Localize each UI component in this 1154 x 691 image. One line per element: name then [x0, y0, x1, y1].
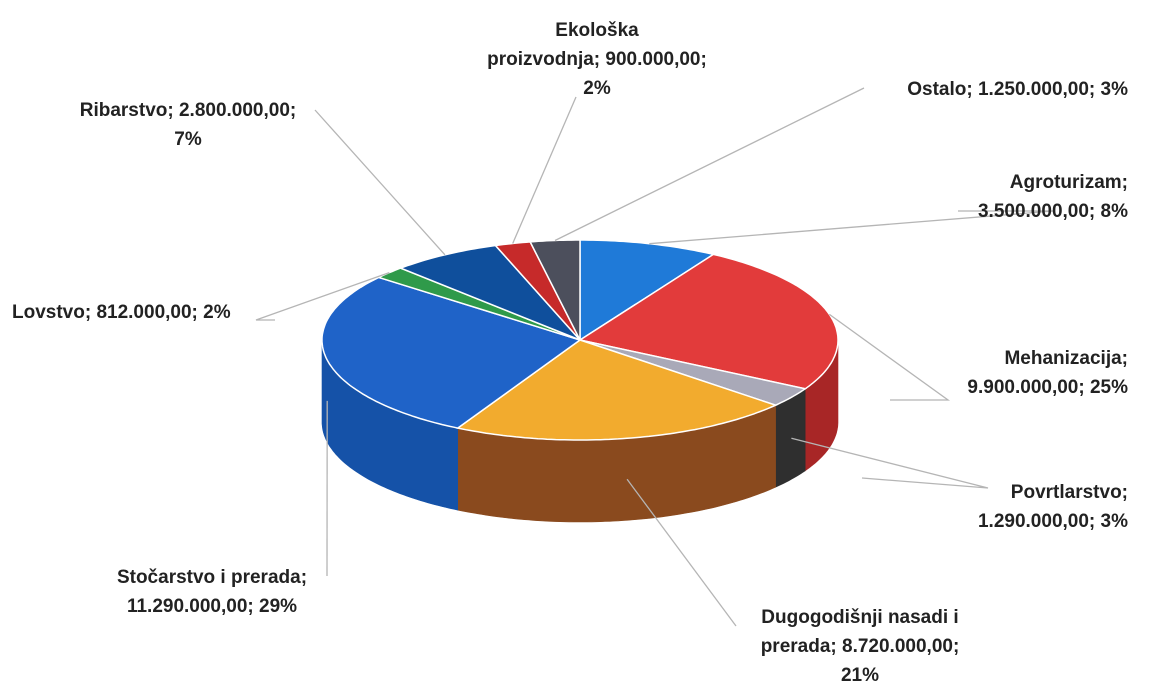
data-label-line: prerada; 8.720.000,00;	[761, 636, 960, 657]
data-label-ribarstvo: Ribarstvo; 2.800.000,00; 7%	[80, 100, 297, 150]
leader-line	[554, 87, 865, 242]
data-label-line: Ostalo; 1.250.000,00; 3%	[907, 79, 1128, 100]
data-label-line: Ekološka	[555, 20, 639, 41]
data-label-line: Stočarstvo i prerada;	[117, 567, 307, 588]
data-label-line: 21%	[841, 665, 879, 686]
data-label-line: Povrtlarstvo;	[1011, 482, 1128, 503]
data-label-line: 11.290.000,00; 29%	[127, 596, 297, 617]
data-label-agroturizam: Agroturizam; 3.500.000,00; 8%	[978, 172, 1128, 222]
data-label-line: Agroturizam;	[1010, 172, 1128, 193]
pie-side-walls	[321, 340, 839, 523]
data-label-line: proizvodnja; 900.000,00;	[487, 49, 707, 70]
data-label-line: 1.290.000,00; 3%	[978, 511, 1128, 532]
data-label-line: Ribarstvo; 2.800.000,00;	[80, 100, 297, 121]
leader-line	[649, 210, 1054, 245]
data-label-lovstvo: Lovstvo; 812.000,00; 2%	[12, 302, 231, 323]
pie-slices	[321, 239, 839, 441]
data-label-ekolo-ka-proizvodnja: Ekološka proizvodnja; 900.000,00; 2%	[487, 20, 707, 99]
data-label-line: Lovstvo; 812.000,00; 2%	[12, 302, 231, 323]
data-label-line: 2%	[583, 78, 611, 99]
data-label-line: Mehanizacija;	[1004, 348, 1128, 369]
slice-dugogodi-nji-nasadi-i-prerada	[455, 339, 778, 441]
leader-lines	[255, 87, 1054, 627]
leader-line	[314, 109, 446, 256]
data-label-povrtlarstvo: Povrtlarstvo; 1.290.000,00; 3%	[978, 482, 1128, 532]
slice-sto-arstvo-i-prerada	[321, 276, 582, 429]
slice-povrtlarstvo	[579, 339, 808, 407]
leader-line	[829, 313, 951, 401]
data-label-ostalo: Ostalo; 1.250.000,00; 3%	[907, 79, 1128, 100]
data-label-mehanizacija: Mehanizacija; 9.900.000,00; 25%	[967, 348, 1128, 398]
data-label-line: 7%	[174, 129, 202, 150]
slice-ribarstvo	[398, 244, 581, 341]
data-label-line: 9.900.000,00; 25%	[967, 377, 1128, 398]
leader-line	[791, 437, 989, 489]
leader-line	[255, 271, 390, 321]
leader-line	[626, 478, 737, 627]
data-label-line: Dugogodišnji nasadi i	[761, 607, 958, 628]
leader-line	[512, 96, 577, 244]
data-label-dugogodi-nji-nasadi-i-prerada: Dugogodišnji nasadi i prerada; 8.720.000,…	[761, 607, 960, 686]
data-labels: Agroturizam; 3.500.000,00; 8% Mehanizacija…	[12, 20, 1128, 686]
data-label-line: 3.500.000,00; 8%	[978, 201, 1128, 222]
slice-ekolo-ka-proizvodnja	[493, 241, 581, 341]
data-label-sto-arstvo-i-prerada: Stočarstvo i prerada; 11.290.000,00; 29%	[117, 567, 307, 617]
